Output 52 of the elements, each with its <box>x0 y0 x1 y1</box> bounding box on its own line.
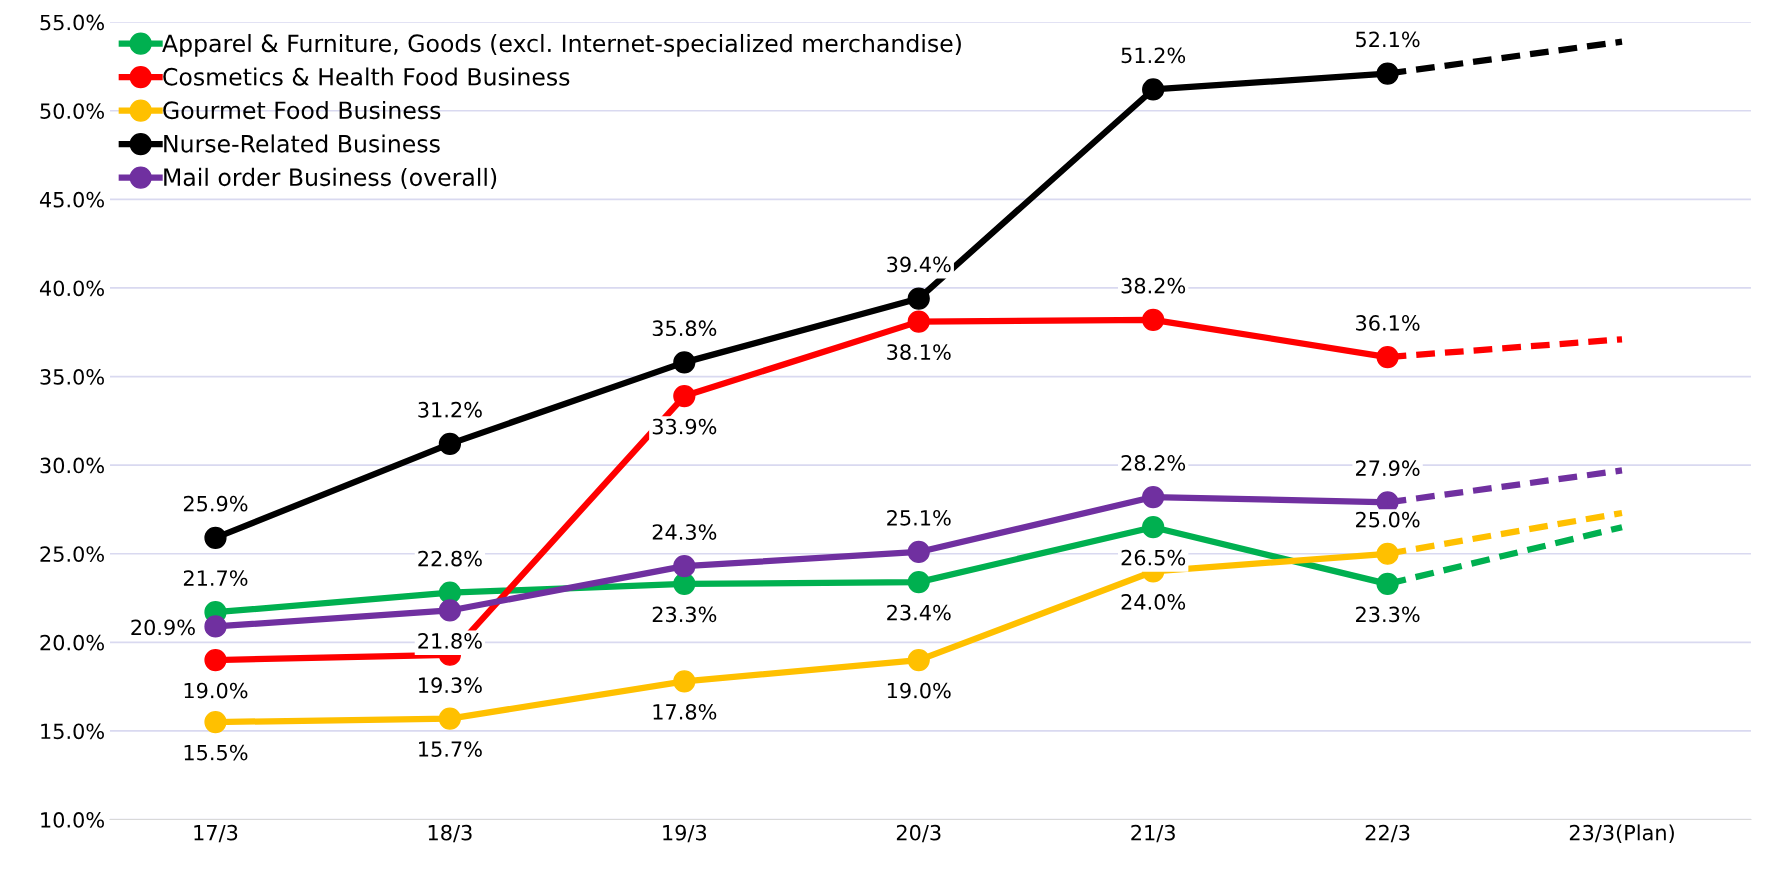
data-label: 27.9% <box>1356 460 1420 477</box>
data-label: 21.7% <box>183 570 248 586</box>
x-tick-label: 20/3 <box>896 824 941 843</box>
data-label: 23.4% <box>887 604 951 621</box>
legend-label: Mail order Business (overall) <box>164 167 497 189</box>
data-label: 25.9% <box>183 495 248 512</box>
x-tick-label: 18/3 <box>428 824 472 843</box>
legend-label: Gourmet Food Business <box>163 100 441 120</box>
data-label: 33.9% <box>652 418 717 435</box>
data-label: 24.0% <box>1121 594 1186 610</box>
legend-label: Apparel & Furniture, Goods (excl. Internet-specialized merchandise) <box>162 33 961 57</box>
data-label: 20.9% <box>131 619 195 636</box>
y-tick-label: 10.0% <box>41 812 104 828</box>
data-label: 17.8% <box>653 703 717 720</box>
data-label: 15.7% <box>419 741 482 757</box>
data-label: 39.4% <box>887 256 951 273</box>
data-label: 19.0% <box>887 682 951 699</box>
x-tick-label: 19/3 <box>663 824 707 843</box>
data-label: 26.5% <box>1121 549 1186 566</box>
data-label: 23.3% <box>1356 606 1420 623</box>
data-label: 38.2% <box>1121 277 1186 294</box>
data-label: 31.2% <box>418 401 482 418</box>
data-label: 35.8% <box>652 320 717 337</box>
y-tick-label: 50.0% <box>40 103 104 119</box>
data-label: 23.3% <box>652 606 717 623</box>
y-tick-label: 35.0% <box>40 369 104 385</box>
data-label: 28.2% <box>1121 455 1186 471</box>
x-tick-label: 23/3(Plan) <box>1569 824 1674 843</box>
y-tick-label: 55.0% <box>40 14 104 31</box>
data-label: 19.0% <box>184 682 248 699</box>
y-tick-label: 45.0% <box>39 191 104 208</box>
y-tick-label: 20.0% <box>40 634 104 651</box>
data-label: 21.8% <box>418 633 482 649</box>
legend-label: Nurse-Related Business <box>164 134 440 153</box>
data-label: 24.3% <box>652 524 717 540</box>
data-label: 36.1% <box>1356 315 1420 331</box>
data-label: 38.1% <box>887 344 951 360</box>
y-tick-label: 25.0% <box>40 546 104 562</box>
y-tick-label: 30.0% <box>40 457 104 474</box>
data-label: 51.2% <box>1121 47 1186 64</box>
x-tick-label: 22/3 <box>1365 824 1410 843</box>
x-tick-label: 17/3 <box>194 824 238 843</box>
data-label: 22.8% <box>418 550 482 567</box>
data-label: 19.3% <box>419 677 482 694</box>
data-label: 25.0% <box>1356 511 1420 528</box>
legend-label: Cosmetics & Health Food Business <box>163 67 570 86</box>
x-tick-label: 21/3 <box>1131 824 1175 843</box>
data-label: 25.1% <box>887 509 951 526</box>
y-tick-label: 15.0% <box>41 723 104 740</box>
data-label: 52.1% <box>1356 31 1420 48</box>
data-label: 15.5% <box>184 744 248 761</box>
y-tick-label: 40.0% <box>39 280 104 297</box>
